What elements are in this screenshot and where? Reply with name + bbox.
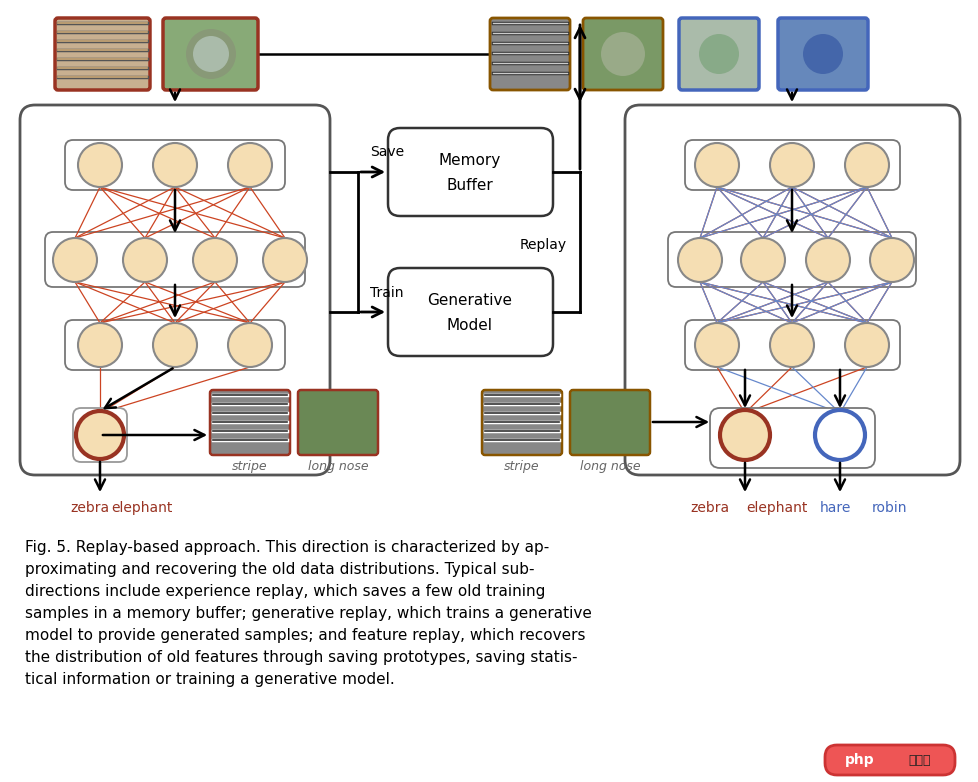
- FancyBboxPatch shape: [490, 18, 569, 90]
- Circle shape: [186, 29, 236, 79]
- FancyBboxPatch shape: [20, 105, 330, 475]
- Ellipse shape: [814, 410, 865, 460]
- Ellipse shape: [770, 323, 813, 367]
- Text: samples in a memory buffer; generative replay, which trains a generative: samples in a memory buffer; generative r…: [25, 606, 592, 621]
- Text: hare: hare: [819, 501, 850, 515]
- FancyBboxPatch shape: [667, 232, 915, 287]
- Ellipse shape: [844, 143, 888, 187]
- Text: long nose: long nose: [579, 461, 640, 473]
- Circle shape: [600, 32, 645, 76]
- Ellipse shape: [678, 238, 721, 282]
- FancyBboxPatch shape: [65, 140, 285, 190]
- Text: Fig. 5. Replay-based approach. This direction is characterized by ap-: Fig. 5. Replay-based approach. This dire…: [25, 540, 549, 555]
- Text: Replay: Replay: [519, 238, 566, 252]
- FancyBboxPatch shape: [685, 140, 899, 190]
- Circle shape: [193, 36, 229, 72]
- Ellipse shape: [770, 143, 813, 187]
- Text: Train: Train: [370, 286, 403, 300]
- FancyBboxPatch shape: [73, 408, 127, 462]
- Ellipse shape: [263, 238, 307, 282]
- Ellipse shape: [153, 323, 197, 367]
- Text: model to provide generated samples; and feature replay, which recovers: model to provide generated samples; and …: [25, 628, 585, 643]
- Ellipse shape: [740, 238, 784, 282]
- Ellipse shape: [193, 238, 237, 282]
- FancyBboxPatch shape: [210, 390, 289, 455]
- Text: Save: Save: [370, 145, 404, 159]
- Ellipse shape: [844, 323, 888, 367]
- FancyBboxPatch shape: [583, 18, 662, 90]
- Text: proximating and recovering the old data distributions. Typical sub-: proximating and recovering the old data …: [25, 562, 534, 577]
- Ellipse shape: [78, 323, 122, 367]
- Text: Model: Model: [447, 318, 493, 333]
- FancyBboxPatch shape: [297, 390, 378, 455]
- Text: tical information or training a generative model.: tical information or training a generati…: [25, 672, 394, 687]
- Text: long nose: long nose: [307, 461, 368, 473]
- Text: php: php: [844, 753, 874, 767]
- Text: directions include experience replay, which saves a few old training: directions include experience replay, wh…: [25, 584, 545, 599]
- FancyBboxPatch shape: [709, 408, 874, 468]
- Ellipse shape: [805, 238, 849, 282]
- Ellipse shape: [153, 143, 197, 187]
- FancyBboxPatch shape: [624, 105, 959, 475]
- Ellipse shape: [869, 238, 913, 282]
- Text: Memory: Memory: [438, 153, 501, 168]
- Text: the distribution of old features through saving prototypes, saving statis-: the distribution of old features through…: [25, 650, 577, 665]
- Circle shape: [802, 34, 842, 74]
- Ellipse shape: [719, 410, 770, 460]
- Ellipse shape: [228, 143, 272, 187]
- FancyBboxPatch shape: [824, 745, 954, 775]
- Ellipse shape: [694, 143, 738, 187]
- FancyBboxPatch shape: [569, 390, 649, 455]
- Text: 中文网: 中文网: [908, 754, 930, 766]
- FancyBboxPatch shape: [387, 268, 553, 356]
- FancyBboxPatch shape: [778, 18, 867, 90]
- FancyBboxPatch shape: [55, 18, 150, 90]
- Text: Buffer: Buffer: [446, 178, 493, 193]
- Text: zebra: zebra: [70, 501, 110, 515]
- Circle shape: [698, 34, 738, 74]
- Text: robin: robin: [871, 501, 907, 515]
- Ellipse shape: [78, 143, 122, 187]
- FancyBboxPatch shape: [65, 320, 285, 370]
- Ellipse shape: [694, 323, 738, 367]
- Text: stripe: stripe: [232, 461, 268, 473]
- Text: elephant: elephant: [745, 501, 807, 515]
- Text: stripe: stripe: [504, 461, 539, 473]
- FancyBboxPatch shape: [481, 390, 561, 455]
- Ellipse shape: [228, 323, 272, 367]
- Ellipse shape: [53, 238, 97, 282]
- Text: elephant: elephant: [111, 501, 172, 515]
- FancyBboxPatch shape: [679, 18, 758, 90]
- FancyBboxPatch shape: [387, 128, 553, 216]
- FancyBboxPatch shape: [685, 320, 899, 370]
- Ellipse shape: [123, 238, 167, 282]
- Text: Generative: Generative: [427, 293, 511, 309]
- FancyBboxPatch shape: [162, 18, 258, 90]
- FancyBboxPatch shape: [45, 232, 305, 287]
- Text: zebra: zebra: [689, 501, 729, 515]
- Ellipse shape: [76, 411, 124, 459]
